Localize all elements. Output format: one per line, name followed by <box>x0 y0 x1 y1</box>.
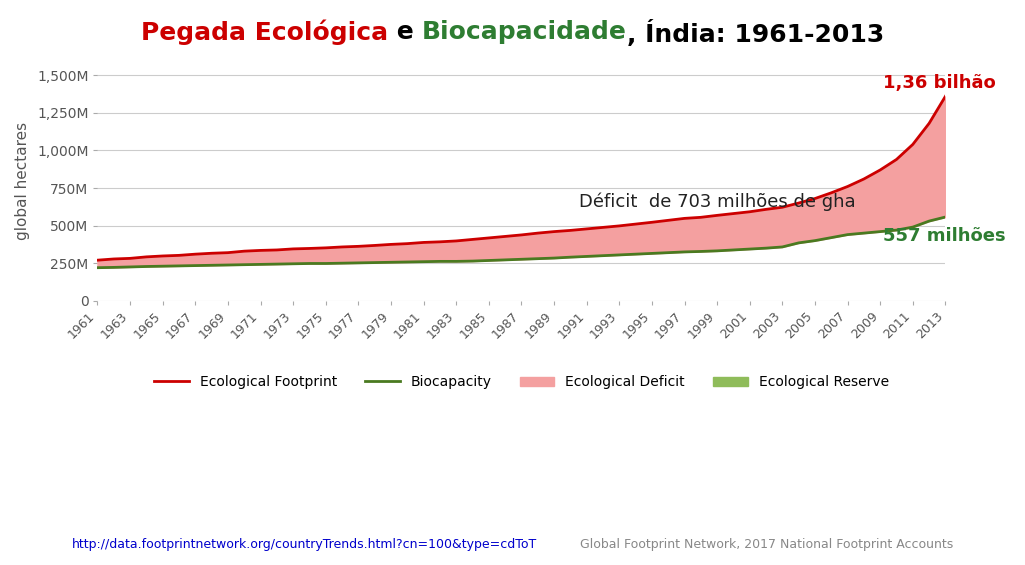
Text: e: e <box>387 20 422 44</box>
Text: Biocapacidade: Biocapacidade <box>422 20 627 44</box>
Text: , Índia: 1961-2013: , Índia: 1961-2013 <box>627 20 885 47</box>
Text: Pegada Ecológica: Pegada Ecológica <box>140 20 387 45</box>
Text: 557 milhões: 557 milhões <box>884 227 1007 245</box>
Text: 1,36 bilhão: 1,36 bilhão <box>884 74 996 92</box>
Text: http://data.footprintnetwork.org/countryTrends.html?cn=100&type=cdToT: http://data.footprintnetwork.org/country… <box>72 538 537 551</box>
Text: Déficit  de 703 milhões de gha: Déficit de 703 milhões de gha <box>579 192 856 211</box>
Y-axis label: global hectares: global hectares <box>15 121 30 240</box>
Legend: Ecological Footprint, Biocapacity, Ecological Deficit, Ecological Reserve: Ecological Footprint, Biocapacity, Ecolo… <box>149 370 895 395</box>
Text: Global Footprint Network, 2017 National Footprint Accounts: Global Footprint Network, 2017 National … <box>580 538 953 551</box>
